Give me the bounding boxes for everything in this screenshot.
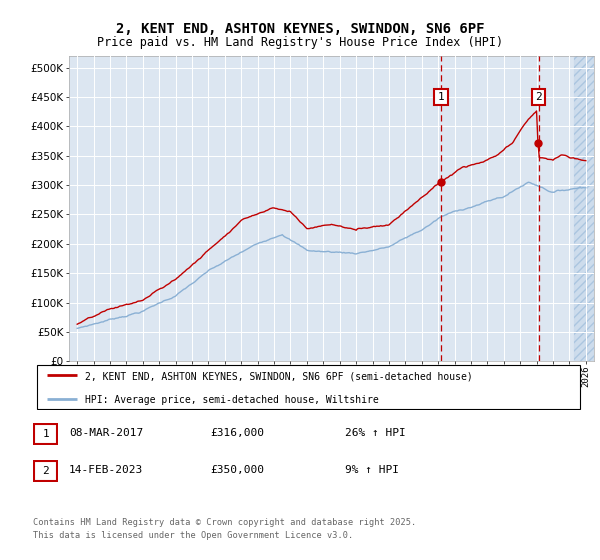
Text: 1: 1 xyxy=(438,92,445,102)
Text: 26% ↑ HPI: 26% ↑ HPI xyxy=(345,428,406,438)
Text: Contains HM Land Registry data © Crown copyright and database right 2025.
This d: Contains HM Land Registry data © Crown c… xyxy=(33,518,416,540)
FancyBboxPatch shape xyxy=(34,424,57,444)
Text: 08-MAR-2017: 08-MAR-2017 xyxy=(69,428,143,438)
Text: £350,000: £350,000 xyxy=(210,465,264,475)
Text: 9% ↑ HPI: 9% ↑ HPI xyxy=(345,465,399,475)
FancyBboxPatch shape xyxy=(37,365,580,409)
Bar xyxy=(574,56,594,361)
Text: 2, KENT END, ASHTON KEYNES, SWINDON, SN6 6PF: 2, KENT END, ASHTON KEYNES, SWINDON, SN6… xyxy=(116,22,484,36)
Bar xyxy=(574,56,594,361)
Text: Price paid vs. HM Land Registry's House Price Index (HPI): Price paid vs. HM Land Registry's House … xyxy=(97,36,503,49)
Text: £316,000: £316,000 xyxy=(210,428,264,438)
FancyBboxPatch shape xyxy=(34,461,57,480)
Text: 1: 1 xyxy=(42,429,49,439)
Text: 2: 2 xyxy=(42,466,49,476)
Text: 14-FEB-2023: 14-FEB-2023 xyxy=(69,465,143,475)
Text: 2, KENT END, ASHTON KEYNES, SWINDON, SN6 6PF (semi-detached house): 2, KENT END, ASHTON KEYNES, SWINDON, SN6… xyxy=(85,371,473,381)
Text: HPI: Average price, semi-detached house, Wiltshire: HPI: Average price, semi-detached house,… xyxy=(85,395,379,405)
Text: 2: 2 xyxy=(535,92,542,102)
